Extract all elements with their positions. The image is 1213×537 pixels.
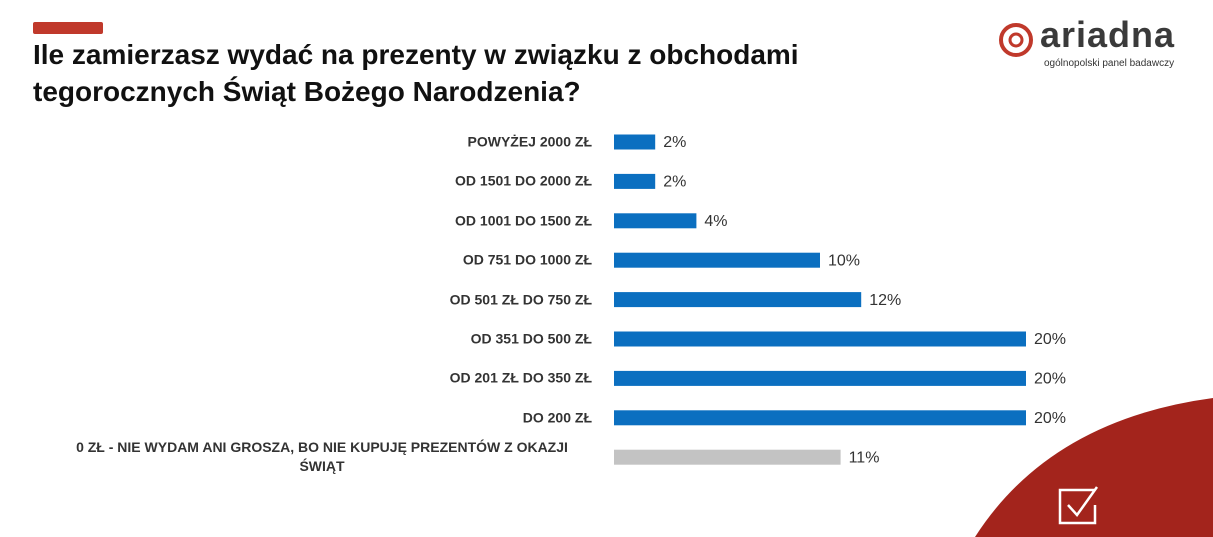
logo-tagline: ogólnopolski panel badawczy [1044,58,1175,69]
chart-title: Ile zamierzasz wydać na prezenty w związ… [33,39,799,107]
logo-icon [999,23,1033,57]
value-label: 2% [663,174,686,191]
bar [614,213,697,229]
bar [614,410,1026,426]
value-label: 2% [663,134,686,151]
category-label: OD 501 ZŁ DO 750 ZŁ [449,291,592,308]
category-label: OD 1501 DO 2000 ZŁ [455,172,592,189]
value-label: 10% [828,252,860,269]
category-label: POWYŻEJ 2000 ZŁ [467,133,592,150]
bar [614,331,1026,347]
check-icon [1058,486,1099,525]
category-label: 0 ZŁ - NIE WYDAM ANI GROSZA, BO NIE KUPU… [76,439,568,475]
value-label: 4% [704,213,727,230]
value-label: 20% [1034,410,1066,427]
value-label: 20% [1034,371,1066,388]
bar [614,370,1026,386]
category-label: OD 751 DO 1000 ZŁ [462,251,592,268]
accent-bar [33,22,103,34]
corner-shape [975,398,1213,537]
bar [614,252,820,268]
category-label: OD 351 DO 500 ZŁ [470,330,592,347]
value-label: 11% [849,449,880,466]
logo-name: ariadna [1040,14,1176,55]
logo-icon [1008,32,1024,48]
bar [614,134,656,150]
category-label: OD 201 ZŁ DO 350 ZŁ [449,369,592,386]
category-label: DO 200 ZŁ [522,409,592,426]
bar [614,292,862,308]
bar [614,449,841,465]
value-label: 12% [869,292,901,309]
bar [614,173,656,189]
value-label: 20% [1034,331,1066,348]
category-label: OD 1001 DO 1500 ZŁ [455,212,592,229]
